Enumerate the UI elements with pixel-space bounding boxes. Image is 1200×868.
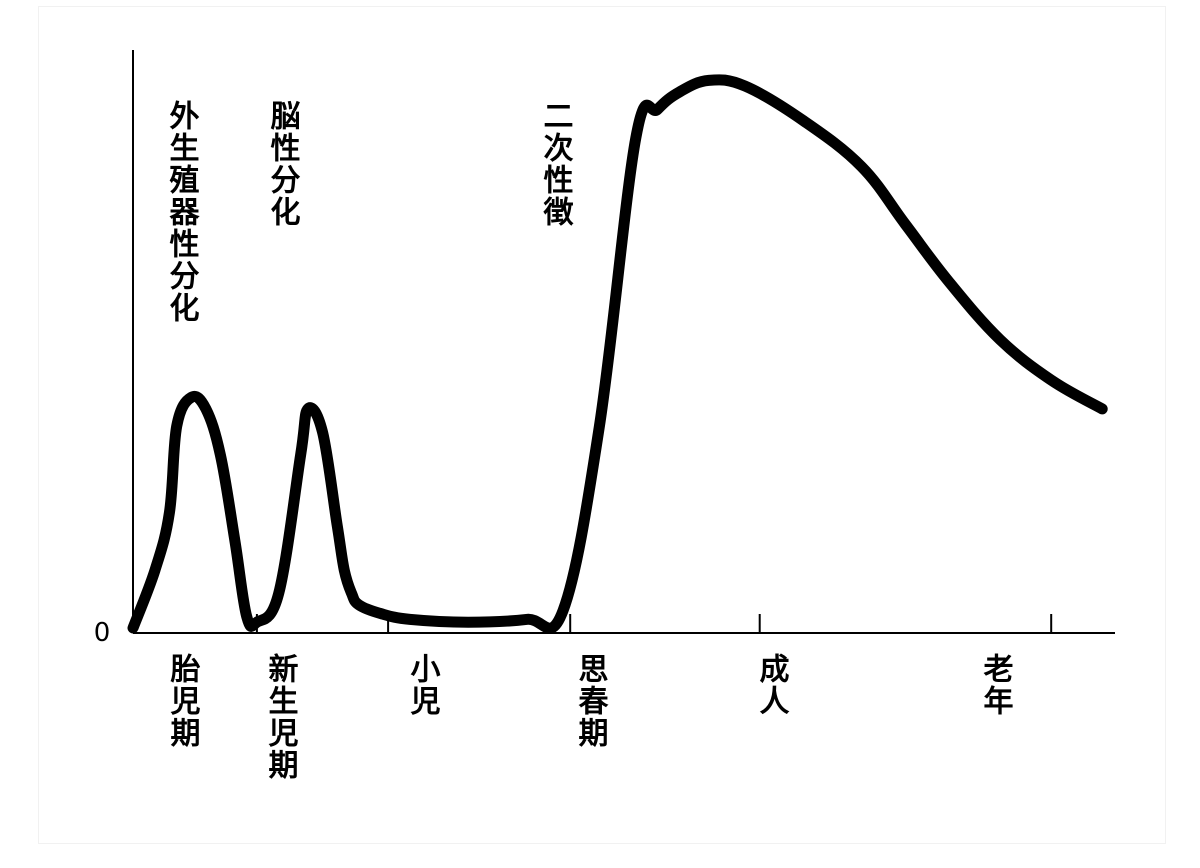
annotation-brain-differentiation: 脳性分化 (265, 100, 301, 228)
stage-label-fetal: 胎児期 (165, 653, 202, 749)
stage-label-child: 小児 (405, 653, 441, 717)
stage-label-old-age: 老年 (978, 653, 1014, 717)
y-zero-label: 0 (94, 618, 111, 648)
series-line (127, 74, 1108, 634)
annotation-secondary-sex-characteristics: 二次性徴 (538, 100, 575, 228)
stage-label-neonatal: 新生児期 (263, 653, 299, 781)
stage-label-puberty: 思春期 (573, 653, 609, 749)
stage-label-adult: 成人 (754, 653, 790, 717)
annotation-external-genitalia: 外生殖器性分化 (164, 100, 201, 324)
